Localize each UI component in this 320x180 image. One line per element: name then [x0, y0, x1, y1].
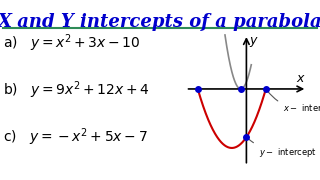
Text: $y$: $y$	[249, 35, 259, 49]
Text: c)   $y = -x^2 + 5x - 7$: c) $y = -x^2 + 5x - 7$	[3, 126, 148, 148]
Text: $x -$ intercepts: $x -$ intercepts	[268, 91, 320, 115]
Text: X and Y intercepts of a parabola: X and Y intercepts of a parabola	[0, 13, 320, 31]
Text: $x$: $x$	[296, 72, 306, 85]
Text: $y -$ intercept: $y -$ intercept	[249, 139, 316, 159]
Text: a)   $y = x^2 + 3x - 10$: a) $y = x^2 + 3x - 10$	[3, 32, 141, 54]
Text: b)   $y = 9x^2 + 12x + 4$: b) $y = 9x^2 + 12x + 4$	[3, 79, 150, 101]
